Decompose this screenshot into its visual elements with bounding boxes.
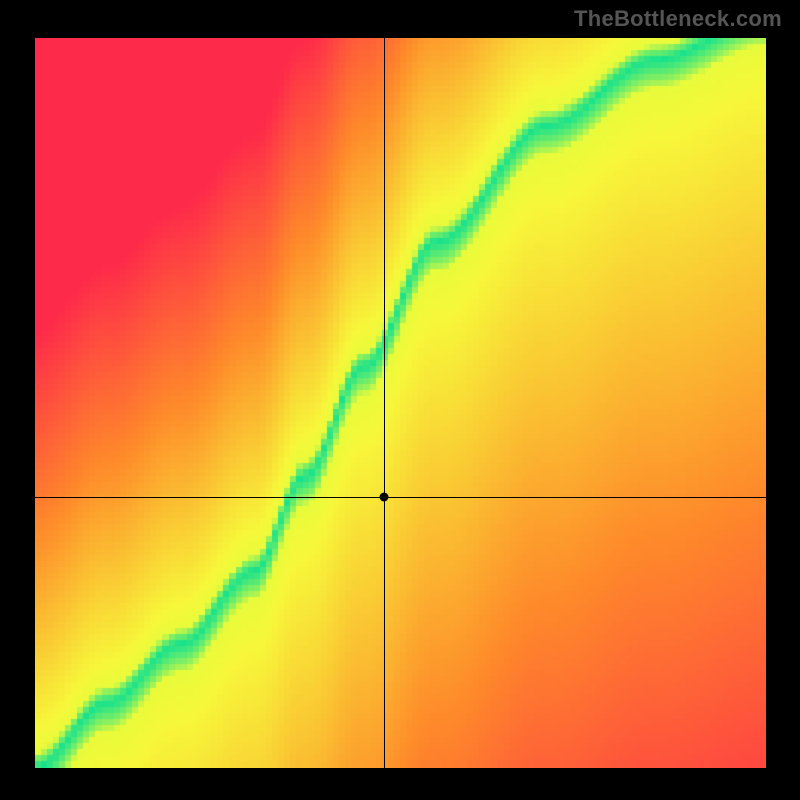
watermark-text: TheBottleneck.com — [574, 6, 782, 32]
chart-frame: TheBottleneck.com — [0, 0, 800, 800]
crosshair-point — [379, 493, 388, 502]
heatmap-plot — [35, 38, 766, 768]
